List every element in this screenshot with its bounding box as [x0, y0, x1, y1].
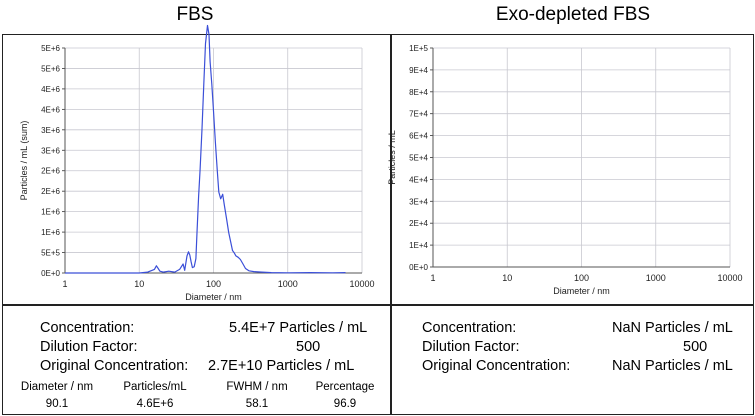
fbs-chart-frame: [2, 34, 392, 306]
fbs-x-tick-label: 10000: [349, 279, 374, 289]
exo-y-tick-label: 7E+4: [409, 110, 428, 119]
fbs-concentration-label: Concentration:: [40, 320, 135, 336]
fbs-x-tick-label: 1000: [278, 279, 298, 289]
fbs-original-concentration-label: Original Concentration:: [40, 358, 189, 374]
exo-y-tick-label: 8E+4: [409, 88, 428, 97]
fbs-x-tick-label: 1: [62, 279, 67, 289]
exo-x-tick-label: 100: [574, 273, 589, 283]
exo-y-tick-label: 9E+4: [409, 66, 428, 75]
fbs-dilution-label: Dilution Factor:: [40, 339, 138, 355]
exo-x-tick-label: 1: [430, 273, 435, 283]
fbs-y-tick-label: 4E+6: [41, 85, 60, 94]
exo-y-tick-label: 3E+4: [409, 197, 428, 206]
fbs-y-tick-label: 3E+6: [41, 126, 60, 135]
exo-concentration-value: NaN Particles / mL: [612, 320, 733, 336]
fbs-table-value-fwhm: 58.1: [245, 398, 269, 410]
exo-y-tick-label: 4E+4: [409, 175, 428, 184]
exo-y-tick-label: 0E+0: [409, 263, 428, 272]
exo-y-axis-label: Particles / mL: [387, 130, 397, 185]
exo-dilution-label: Dilution Factor:: [422, 339, 520, 355]
exo-concentration-label: Concentration:: [422, 320, 517, 336]
fbs-title: FBS: [176, 4, 214, 25]
fbs-size-distribution-line: [65, 24, 346, 274]
exo-y-tick-label: 1E+5: [409, 44, 428, 53]
exo-stats-frame: [390, 304, 754, 415]
fbs-table-value-diameter: 90.1: [45, 398, 69, 410]
fbs-y-tick-label: 1E+6: [41, 228, 60, 237]
fbs-x-tick-label: 100: [206, 279, 221, 289]
fbs-y-tick-label: 3E+6: [41, 146, 60, 155]
fbs-table-value-percentage: 96.9: [333, 398, 357, 410]
fbs-y-tick-label: 0E+0: [41, 269, 60, 278]
exo-x-tick-label: 10000: [717, 273, 742, 283]
exo-original-concentration-value: NaN Particles / mL: [612, 358, 733, 374]
fbs-table-value-particles: 4.6E+6: [136, 398, 174, 410]
exo-y-tick-label: 6E+4: [409, 132, 428, 141]
fbs-y-tick-label: 2E+6: [41, 167, 60, 176]
fbs-table-header-particles: Particles/mL: [123, 381, 187, 393]
exo-chart-frame: [390, 34, 754, 306]
fbs-dilution-value: 500: [296, 339, 321, 355]
exo-y-tick-label: 1E+4: [409, 241, 428, 250]
fbs-y-tick-label: 5E+6: [41, 64, 60, 73]
exo-x-tick-label: 10: [502, 273, 512, 283]
fbs-y-tick-label: 4E+6: [41, 105, 60, 114]
exo-original-concentration-label: Original Concentration:: [422, 358, 571, 374]
fbs-y-axis-label: Particles / mL (sum): [19, 121, 29, 201]
exo-depleted-fbs-title: Exo-depleted FBS: [495, 4, 651, 25]
fbs-table-header-percentage: Percentage: [315, 381, 375, 393]
fbs-y-tick-label: 5E+5: [41, 249, 60, 258]
exo-y-tick-label: 2E+4: [409, 219, 428, 228]
fbs-concentration-value: 5.4E+7 Particles / mL: [229, 320, 368, 336]
fbs-x-tick-label: 10: [134, 279, 144, 289]
fbs-original-concentration-value: 2.7E+10 Particles / mL: [208, 358, 355, 374]
fbs-y-tick-label: 1E+6: [41, 208, 60, 217]
exo-dilution-value: 500: [683, 339, 708, 355]
fbs-y-tick-label: 2E+6: [41, 187, 60, 196]
fbs-y-tick-label: 5E+6: [41, 44, 60, 53]
fbs-x-axis-label: Diameter / nm: [185, 292, 242, 302]
fbs-stats-frame: [2, 304, 392, 415]
fbs-table-header-diameter: Diameter / nm: [20, 381, 94, 393]
exo-y-tick-label: 5E+4: [409, 154, 428, 163]
fbs-table-header-fwhm: FWHM / nm: [226, 381, 288, 393]
exo-x-tick-label: 1000: [646, 273, 666, 283]
exo-x-axis-label: Diameter / nm: [553, 286, 610, 296]
